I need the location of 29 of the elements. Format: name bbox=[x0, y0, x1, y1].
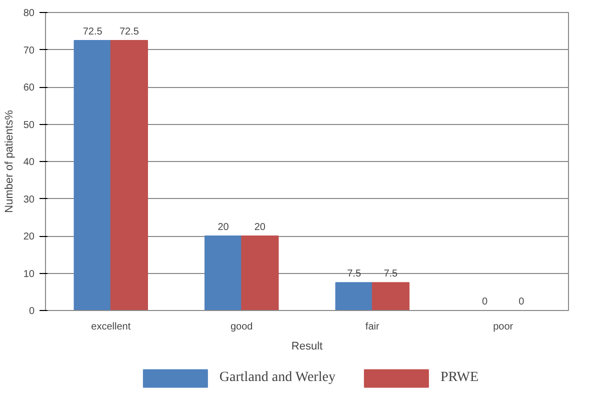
data-label: 20 bbox=[218, 222, 230, 233]
data-label: 20 bbox=[254, 222, 266, 233]
bar bbox=[241, 236, 279, 310]
data-label: 72.5 bbox=[119, 26, 140, 38]
bar bbox=[372, 282, 410, 310]
y-tick-label: 80 bbox=[23, 8, 35, 19]
data-label: 0 bbox=[482, 296, 488, 308]
y-tick-label: 0 bbox=[28, 306, 35, 317]
legend-label: PRWE bbox=[440, 370, 479, 386]
data-label: 72.5 bbox=[82, 26, 103, 38]
x-tick-label: poor bbox=[493, 322, 514, 332]
y-tick-label: 60 bbox=[23, 82, 35, 94]
y-tick-label: 30 bbox=[23, 194, 35, 206]
bar bbox=[335, 282, 373, 310]
y-tick-label: 10 bbox=[23, 268, 35, 280]
bar bbox=[110, 40, 148, 310]
y-tick-label: 50 bbox=[23, 120, 35, 131]
y-tick-label: 20 bbox=[23, 232, 35, 242]
bar bbox=[74, 40, 112, 310]
legend-label: Gartland and Werley bbox=[219, 370, 336, 386]
x-tick-label: fair bbox=[365, 322, 380, 332]
data-label: 0 bbox=[518, 296, 525, 308]
x-tick-label: good bbox=[230, 322, 253, 332]
y-tick-label: 40 bbox=[23, 157, 35, 168]
y-tick-label: 70 bbox=[23, 45, 35, 56]
x-axis-title: Result bbox=[291, 340, 323, 352]
bar bbox=[204, 236, 242, 310]
y-axis-title: Number of patients% bbox=[3, 110, 16, 213]
x-tick-label: excellent bbox=[91, 322, 131, 332]
